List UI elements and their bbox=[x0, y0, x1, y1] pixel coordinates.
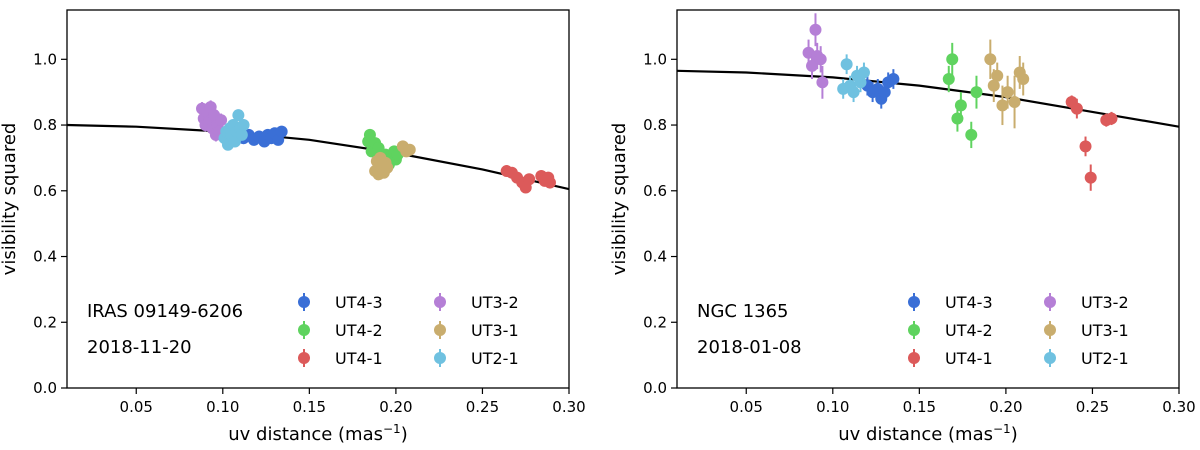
legend-marker bbox=[298, 296, 310, 308]
legend-label: UT3-2 bbox=[1081, 293, 1129, 312]
x-tick-label: 0.20 bbox=[379, 398, 412, 416]
object-name-label: NGC 1365 bbox=[697, 301, 789, 322]
y-axis-label: visibility squared bbox=[0, 123, 20, 276]
data-point bbox=[970, 86, 983, 99]
legend-label: UT3-1 bbox=[1081, 321, 1129, 340]
y-tick-label: 0.8 bbox=[643, 116, 667, 134]
legend-marker bbox=[298, 324, 310, 336]
data-point bbox=[814, 53, 827, 66]
y-tick-label: 0.8 bbox=[33, 116, 57, 134]
legend-marker bbox=[1044, 324, 1056, 336]
legend-marker bbox=[1044, 296, 1056, 308]
y-tick-label: 0.6 bbox=[33, 182, 57, 200]
legend-label: UT4-1 bbox=[335, 349, 383, 368]
x-tick-label: 0.30 bbox=[1162, 398, 1195, 416]
y-axis-label: visibility squared bbox=[609, 123, 630, 276]
data-point bbox=[857, 66, 870, 79]
data-point bbox=[275, 125, 288, 138]
data-point bbox=[1008, 96, 1021, 109]
observation-date-label: 2018-01-08 bbox=[697, 337, 802, 358]
x-tick-label: 0.10 bbox=[206, 398, 239, 416]
y-tick-label: 1.0 bbox=[33, 50, 57, 68]
axes-frame bbox=[66, 9, 570, 389]
object-name-label: IRAS 09149-6206 bbox=[87, 301, 243, 322]
fit-curve bbox=[67, 123, 569, 191]
data-point bbox=[954, 99, 967, 112]
legend-marker bbox=[434, 296, 446, 308]
data-point bbox=[984, 53, 997, 66]
data-point bbox=[381, 161, 394, 174]
x-tick-label: 0.10 bbox=[816, 398, 849, 416]
data-point bbox=[403, 143, 416, 156]
x-tick-label: 0.20 bbox=[989, 398, 1022, 416]
data-point bbox=[840, 58, 853, 71]
data-point bbox=[1079, 140, 1092, 153]
data-point bbox=[887, 73, 900, 86]
data-point bbox=[523, 173, 536, 186]
data-point bbox=[215, 114, 228, 127]
x-axis-label: uv distance (mas−1) bbox=[838, 422, 1017, 445]
chart-panel-1: 0.05 0.10 0.15 0.20 0.25 0.30 0.0 0.2 0.4 0.6 0.8 1… bbox=[0, 9, 586, 445]
data-point bbox=[1070, 102, 1083, 115]
legend-marker bbox=[434, 352, 446, 364]
data-point bbox=[235, 128, 248, 141]
data-point bbox=[1017, 73, 1030, 86]
x-axis-label: uv distance (mas−1) bbox=[228, 422, 407, 445]
data-point bbox=[1105, 112, 1118, 125]
data-point bbox=[1001, 86, 1014, 99]
data-point bbox=[847, 86, 860, 99]
y-tick-label: 0.2 bbox=[33, 313, 57, 331]
legend: UT4-3 UT4-2 UT4-1 UT3-2 UT3-1 UT2-1 bbox=[908, 293, 1129, 368]
data-point bbox=[237, 119, 250, 132]
legend-label: UT4-2 bbox=[335, 321, 383, 340]
x-tick-label: 0.05 bbox=[120, 398, 153, 416]
observation-date-label: 2018-11-20 bbox=[87, 337, 192, 358]
data-point bbox=[806, 59, 819, 72]
data-point bbox=[946, 53, 959, 66]
x-tick-label: 0.05 bbox=[730, 398, 763, 416]
legend-label: UT2-1 bbox=[471, 349, 519, 368]
legend-label: UT3-2 bbox=[471, 293, 519, 312]
fit-curve bbox=[677, 69, 1179, 128]
y-tick-label: 0.4 bbox=[643, 248, 667, 266]
legend-marker bbox=[1044, 352, 1056, 364]
legend-marker bbox=[434, 324, 446, 336]
axes-frame bbox=[676, 9, 1180, 389]
legend-label: UT4-3 bbox=[335, 293, 383, 312]
x-tick-label: 0.30 bbox=[552, 398, 585, 416]
y-tick-label: 0.0 bbox=[33, 379, 57, 397]
data-point bbox=[942, 73, 955, 86]
legend-label: UT4-2 bbox=[945, 321, 993, 340]
y-tick-label: 0.0 bbox=[643, 379, 667, 397]
legend: UT4-3 UT4-2 UT4-1 UT3-2 UT3-1 UT2-1 bbox=[298, 293, 519, 368]
legend-marker bbox=[908, 296, 920, 308]
chart-panel-2: 0.05 0.10 0.15 0.20 0.25 0.30 0.0 0.2 0.4 0.6 0.8 1… bbox=[609, 9, 1196, 445]
data-point bbox=[996, 99, 1009, 112]
data-points bbox=[802, 13, 1118, 191]
y-tick-label: 1.0 bbox=[643, 50, 667, 68]
legend-marker bbox=[908, 324, 920, 336]
x-tick-label: 0.25 bbox=[466, 398, 499, 416]
data-point bbox=[816, 76, 829, 89]
data-point bbox=[809, 23, 822, 36]
data-point bbox=[543, 176, 556, 189]
data-points bbox=[196, 100, 556, 194]
data-point bbox=[1084, 171, 1097, 184]
legend-marker bbox=[908, 352, 920, 364]
legend-label: UT4-1 bbox=[945, 349, 993, 368]
y-tick-label: 0.2 bbox=[643, 313, 667, 331]
y-tick-label: 0.4 bbox=[33, 248, 57, 266]
legend-label: UT3-1 bbox=[471, 321, 519, 340]
y-tick-label: 0.6 bbox=[643, 182, 667, 200]
data-point bbox=[965, 128, 978, 141]
x-tick-label: 0.15 bbox=[903, 398, 936, 416]
data-point bbox=[991, 69, 1004, 82]
x-tick-label: 0.15 bbox=[293, 398, 326, 416]
legend-marker bbox=[298, 352, 310, 364]
data-point bbox=[232, 109, 245, 122]
legend-label: UT4-3 bbox=[945, 293, 993, 312]
x-tick-label: 0.25 bbox=[1076, 398, 1109, 416]
legend-label: UT2-1 bbox=[1081, 349, 1129, 368]
